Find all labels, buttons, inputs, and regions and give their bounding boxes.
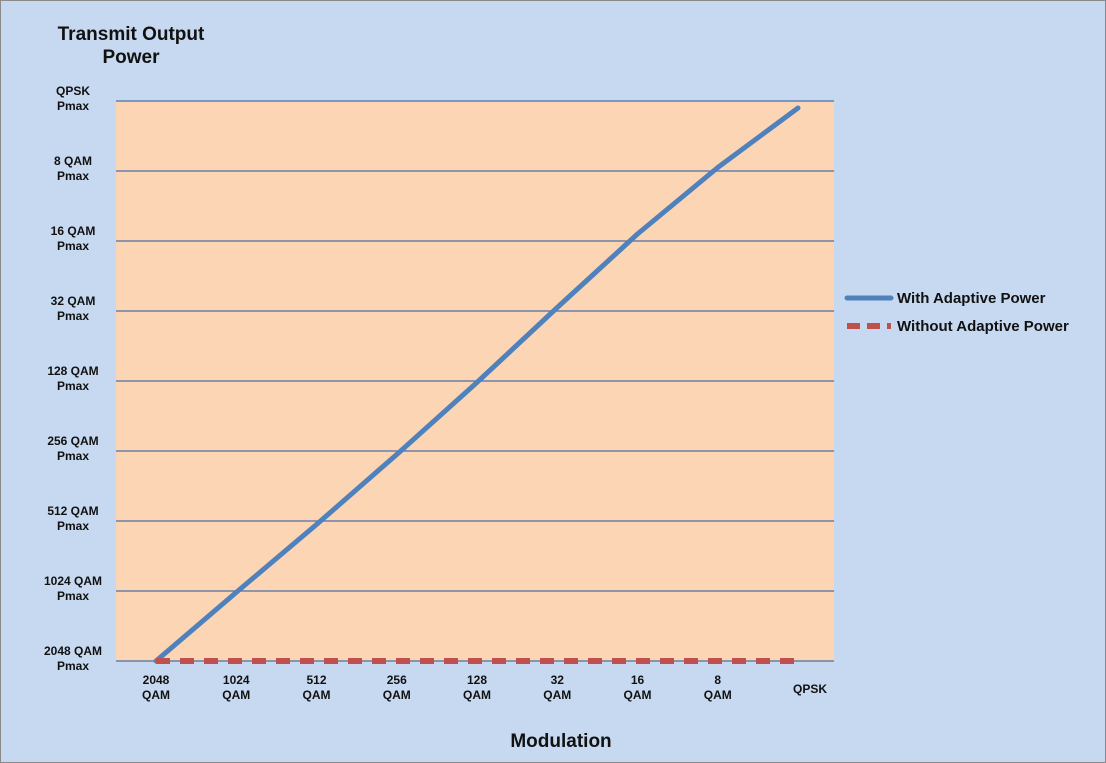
x-tick-label: 32 QAM	[543, 673, 571, 702]
legend: With Adaptive Power Without Adaptive Powe…	[844, 290, 1069, 335]
x-axis-ticks: 2048 QAM 1024 QAM 512 QAM 256 QAM 128 QAM 32 QAM 16 Q…	[142, 673, 827, 702]
series-line-1	[153, 105, 801, 664]
y-tick-label: 1024 QAM Pmax	[44, 574, 102, 603]
y-tick-label: 256 QAM Pmax	[47, 434, 98, 463]
y-tick-label: 16 QAM Pmax	[51, 224, 96, 253]
y-tick-label: 512 QAM Pmax	[47, 504, 98, 533]
x-tick-label: 8 QAM	[704, 673, 732, 702]
y-tick-label: 2048 QAM Pmax	[44, 644, 102, 673]
x-tick-label: 256 QAM	[383, 673, 411, 702]
y-tick-label: QPSK Pmax	[56, 84, 90, 113]
y-axis-ticks: 2048 QAM Pmax 1024 QAM Pmax 512 QAM Pmax 256 Q…	[44, 84, 102, 673]
y-tick-label: 128 QAM Pmax	[47, 364, 98, 393]
x-tick-label: 512 QAM	[303, 673, 331, 702]
x-axis-title: Modulation	[510, 731, 612, 752]
y-tick-label: 32 QAM Pmax	[51, 294, 96, 323]
x-tick-label: 16 QAM	[624, 673, 652, 702]
x-tick-label: QPSK	[793, 682, 827, 696]
x-tick-label: 1024 QAM	[222, 673, 250, 702]
x-tick-label: 2048 QAM	[142, 673, 170, 702]
chart-title: Transmit Output Power	[57, 24, 205, 68]
x-tick-label: 128 QAM	[463, 673, 491, 702]
y-tick-label: 8 QAM Pmax	[54, 154, 92, 183]
legend-label: With Adaptive Power	[897, 290, 1046, 307]
legend-label: Without Adaptive Power	[897, 318, 1069, 335]
series-lines	[153, 105, 801, 664]
